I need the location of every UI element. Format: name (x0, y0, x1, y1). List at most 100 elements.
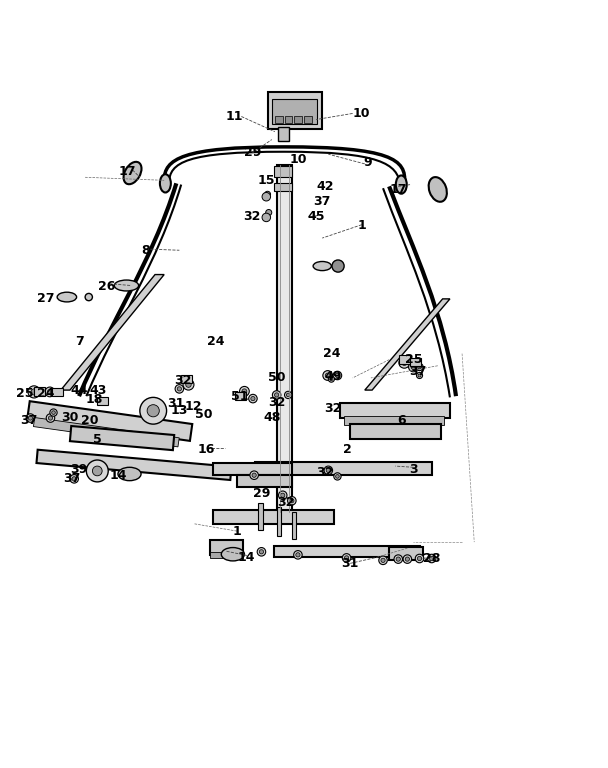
Circle shape (285, 392, 292, 399)
Circle shape (344, 556, 348, 560)
Circle shape (259, 550, 263, 554)
Circle shape (262, 214, 271, 222)
Text: 27: 27 (37, 293, 54, 306)
Text: 32: 32 (277, 496, 294, 509)
PathPatch shape (365, 299, 450, 390)
Text: 8: 8 (142, 243, 150, 257)
Circle shape (336, 475, 339, 478)
Text: 1: 1 (358, 220, 366, 233)
Circle shape (49, 416, 53, 420)
Circle shape (289, 498, 294, 503)
Text: 6: 6 (397, 414, 406, 427)
Circle shape (242, 389, 247, 394)
Circle shape (394, 554, 402, 564)
Text: 13: 13 (171, 404, 188, 417)
Text: 26: 26 (98, 280, 115, 293)
Circle shape (403, 554, 412, 564)
Bar (275, 117, 283, 123)
Bar (27, 401, 192, 441)
Text: 29: 29 (253, 487, 270, 500)
Circle shape (272, 391, 281, 399)
Bar (255, 462, 432, 475)
Circle shape (334, 473, 341, 480)
Circle shape (46, 414, 55, 422)
Bar (235, 392, 246, 400)
Circle shape (429, 556, 434, 561)
Circle shape (52, 411, 55, 415)
Text: 29: 29 (244, 147, 261, 160)
Bar (210, 552, 243, 558)
Circle shape (427, 554, 436, 563)
Circle shape (409, 362, 418, 372)
Circle shape (323, 371, 333, 380)
Bar (97, 397, 108, 406)
Text: 20: 20 (81, 414, 98, 427)
Text: 50: 50 (268, 372, 285, 385)
Circle shape (186, 382, 191, 387)
Bar (34, 387, 45, 396)
Text: 43: 43 (90, 383, 107, 396)
Text: 24: 24 (207, 335, 224, 348)
Circle shape (417, 556, 421, 561)
Circle shape (416, 372, 423, 379)
Text: 37: 37 (63, 472, 80, 485)
Text: 32: 32 (268, 396, 285, 409)
Bar (274, 546, 420, 558)
Text: 37: 37 (410, 366, 427, 379)
Circle shape (50, 409, 57, 416)
Bar (272, 99, 317, 124)
Text: 24: 24 (323, 347, 340, 360)
Circle shape (140, 397, 167, 424)
Text: 48: 48 (264, 411, 281, 424)
Bar (274, 167, 292, 177)
Circle shape (342, 554, 351, 562)
Bar (410, 358, 421, 366)
Circle shape (86, 460, 108, 482)
Circle shape (415, 554, 424, 563)
Circle shape (416, 363, 423, 371)
Text: 32: 32 (244, 210, 261, 223)
Circle shape (262, 193, 271, 201)
Text: 12: 12 (185, 400, 202, 413)
Circle shape (264, 191, 271, 197)
Circle shape (326, 468, 331, 472)
Text: 42: 42 (317, 180, 334, 193)
Circle shape (411, 365, 416, 369)
Text: 32: 32 (174, 375, 191, 388)
Ellipse shape (313, 261, 331, 270)
Text: 45: 45 (308, 210, 325, 223)
Bar (213, 511, 334, 524)
Circle shape (45, 387, 55, 397)
Circle shape (28, 416, 33, 420)
Bar (277, 507, 281, 536)
Circle shape (147, 405, 159, 417)
Circle shape (250, 396, 255, 401)
Bar (33, 418, 179, 447)
Text: 10: 10 (353, 107, 370, 120)
Text: 44: 44 (71, 383, 88, 396)
Circle shape (288, 496, 296, 505)
Ellipse shape (123, 162, 142, 184)
Text: 15: 15 (258, 174, 275, 187)
Text: 9: 9 (364, 156, 372, 169)
Text: 51: 51 (232, 389, 249, 402)
Text: 32: 32 (325, 402, 342, 415)
Text: 49: 49 (325, 369, 342, 382)
Circle shape (26, 414, 35, 422)
Bar (70, 426, 174, 450)
Text: 31: 31 (168, 397, 185, 410)
Bar (52, 388, 63, 396)
Circle shape (249, 394, 257, 403)
Bar (274, 184, 292, 190)
Circle shape (92, 466, 102, 476)
Text: 37: 37 (314, 195, 331, 208)
Text: 5: 5 (93, 433, 102, 446)
Circle shape (250, 471, 258, 479)
Text: 16: 16 (198, 442, 215, 455)
PathPatch shape (61, 274, 164, 390)
Text: 11: 11 (226, 110, 243, 123)
Text: 30: 30 (61, 411, 78, 424)
Circle shape (328, 376, 334, 382)
Circle shape (381, 558, 385, 562)
Text: 17: 17 (390, 183, 407, 196)
